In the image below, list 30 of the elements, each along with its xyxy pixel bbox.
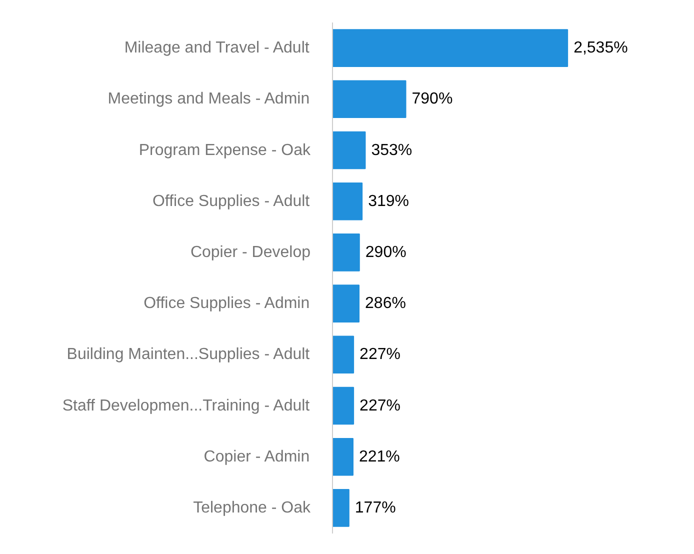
- y-tick-label: Mileage and Travel - Adult: [124, 40, 310, 57]
- bar: [332, 80, 406, 118]
- y-tick-label: Meetings and Meals - Admin: [108, 90, 310, 108]
- data-label: 319%: [368, 192, 409, 210]
- y-tick-label: Copier - Admin: [204, 448, 310, 466]
- bar: [332, 182, 363, 220]
- bar: [332, 438, 354, 476]
- y-tick-label: Copier - Develop: [190, 244, 311, 261]
- data-label: 790%: [412, 90, 453, 108]
- data-label: 227%: [360, 397, 400, 414]
- data-label: 177%: [354, 499, 396, 516]
- data-label: 290%: [365, 244, 406, 261]
- y-tick-label: Office Supplies - Admin: [144, 295, 310, 312]
- bar: [332, 234, 360, 272]
- data-label: 2,535%: [574, 40, 628, 57]
- bar: [332, 489, 350, 527]
- y-tick-label: Staff Developmen...Training - Adult: [62, 397, 310, 414]
- bar: [332, 386, 354, 425]
- y-tick-label: Office Supplies - Adult: [152, 192, 310, 210]
- data-label: 227%: [360, 346, 400, 364]
- data-label: 286%: [365, 295, 406, 312]
- bar: [332, 336, 354, 374]
- bar: [332, 29, 568, 67]
- bar: [332, 131, 366, 170]
- y-tick-label: Telephone - Oak: [193, 499, 312, 516]
- bar: [332, 284, 360, 322]
- y-tick-label: Building Mainten...Supplies - Adult: [66, 346, 310, 364]
- data-label: 353%: [371, 142, 412, 159]
- y-tick-label: Program Expense - Oak: [138, 142, 312, 159]
- data-label: 221%: [358, 448, 400, 466]
